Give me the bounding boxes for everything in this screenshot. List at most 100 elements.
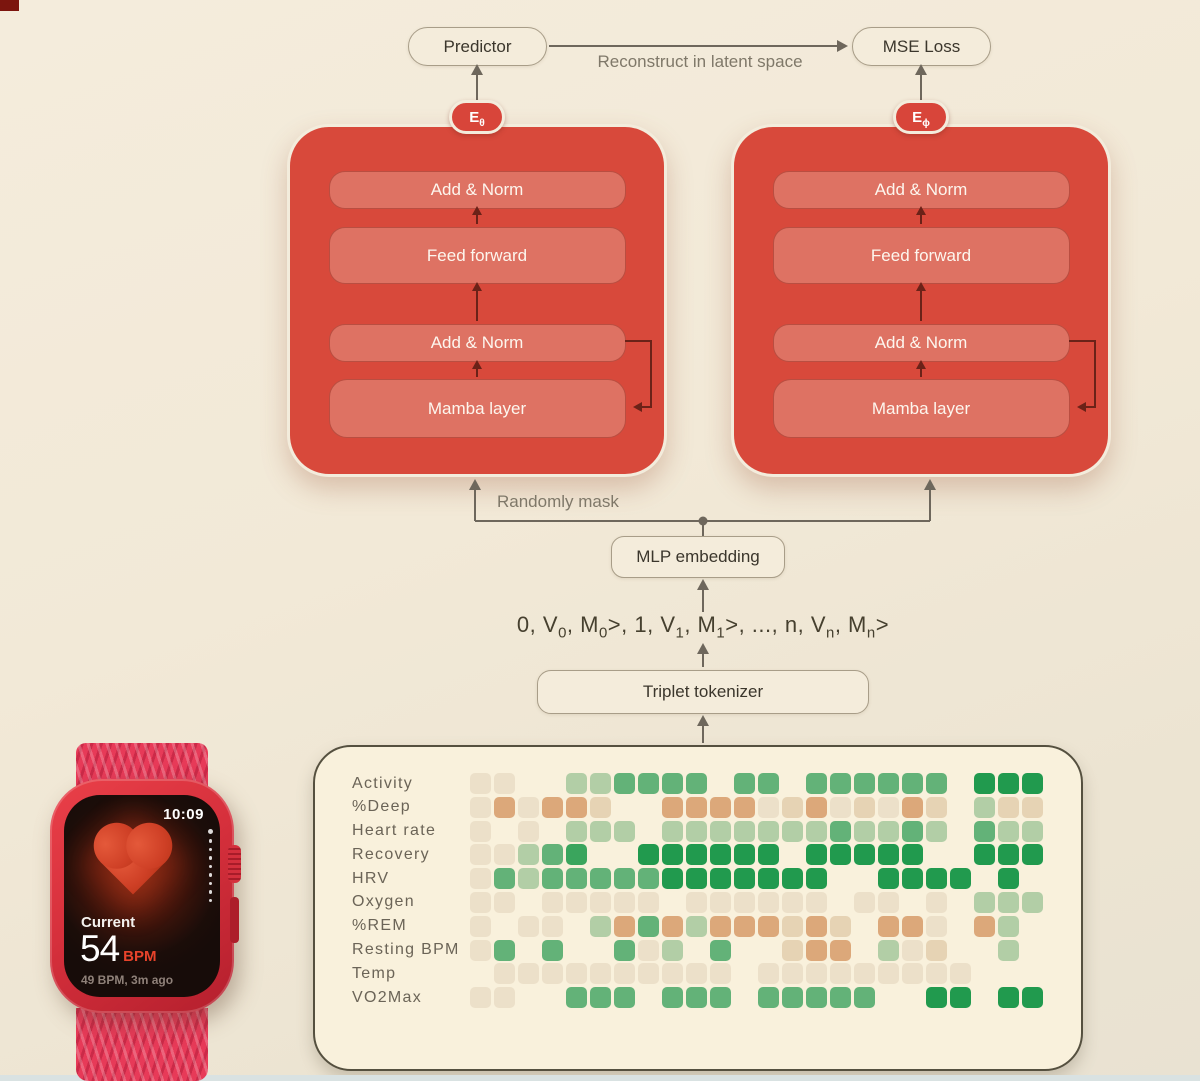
heatmap-cell	[590, 963, 611, 985]
heatmap-cell	[686, 844, 707, 866]
heatmap-cell	[662, 963, 683, 985]
heatmap-cell	[758, 987, 779, 1009]
heatmap-cell	[542, 796, 563, 818]
heatmap-cell	[566, 773, 587, 794]
heatmap-cell	[542, 963, 563, 985]
heatmap-cell	[902, 844, 923, 866]
heatmap-cell	[974, 868, 995, 889]
heatmap-cell	[902, 892, 923, 913]
heatmap-cell	[566, 868, 587, 890]
heatmap-cell	[782, 915, 803, 937]
heatmap-cell	[782, 963, 803, 985]
heatmap-cell	[686, 940, 707, 961]
heatmap-cell	[758, 844, 779, 866]
add-norm-bottom-box: Add & Norm	[772, 324, 1070, 362]
heatmap-cell	[518, 773, 539, 794]
heatmap-cell	[878, 773, 899, 794]
heatmap-cell	[1022, 773, 1043, 794]
heatmap-cell	[470, 963, 491, 984]
heatmap-cell	[638, 773, 659, 794]
heatmap-cell	[734, 963, 755, 984]
heatmap-cell	[590, 796, 611, 818]
heatmap-cell	[782, 987, 803, 1009]
heatmap-cell	[758, 915, 779, 937]
heatmap-row-label: HRV	[352, 869, 390, 887]
heatmap-cell	[686, 963, 707, 985]
heatmap-cell	[974, 963, 995, 984]
watch-app-dot	[208, 898, 213, 902]
head-mask-right	[924, 479, 936, 490]
heatmap-row: Temp	[352, 963, 1081, 985]
heatmap-cell	[1022, 916, 1043, 937]
heatmap-cell	[734, 844, 755, 866]
heatmap-cell	[470, 844, 491, 866]
heatmap-cell	[974, 940, 995, 961]
heatmap-cell	[1022, 963, 1043, 984]
heart-icon	[100, 829, 166, 895]
heatmap-cell	[470, 868, 491, 890]
heatmap-cell	[494, 916, 515, 937]
head-tokens	[697, 643, 709, 654]
heatmap-cell	[734, 773, 755, 794]
heatmap-cell	[710, 915, 731, 937]
head-pred-mse	[837, 40, 848, 52]
watch-app-dot	[208, 856, 213, 860]
mlp-embedding-label: MLP embedding	[636, 547, 760, 566]
watch-digital-crown	[228, 845, 241, 883]
heatmap-cell	[830, 987, 851, 1009]
heatmap-cell	[782, 820, 803, 842]
randomly-mask-label: Randomly mask	[497, 492, 619, 511]
heatmap-cell	[926, 915, 947, 937]
heatmap-row-label: %REM	[352, 917, 407, 935]
heatmap-cell	[638, 797, 659, 818]
heatmap-cell	[662, 892, 683, 913]
heatmap-cell	[662, 939, 683, 961]
heatmap-cell	[614, 963, 635, 985]
heatmap-cell	[566, 963, 587, 985]
heatmap-cell	[470, 987, 491, 1009]
heatmap-row-label: Resting BPM	[352, 941, 460, 959]
heatmap-cell	[902, 820, 923, 842]
add-norm-bottom-box: Add & Norm	[328, 324, 626, 362]
heatmap-cell	[590, 915, 611, 937]
heatmap-row: HRV	[352, 868, 1081, 890]
context-encoder-block: Add & Norm Feed forward Add & Norm Mamba…	[287, 124, 667, 477]
heatmap-cell	[974, 987, 995, 1008]
heatmap-cell	[878, 868, 899, 890]
heatmap-cell	[830, 868, 851, 889]
heatmap-cell	[614, 820, 635, 842]
heatmap-cell	[518, 963, 539, 985]
heatmap-cell	[638, 915, 659, 937]
heatmap-cell	[686, 987, 707, 1009]
heatmap-cell	[566, 916, 587, 937]
heatmap-cell	[590, 844, 611, 865]
heatmap-row: Recovery	[352, 844, 1081, 866]
heatmap-cell	[854, 844, 875, 866]
heatmap-cell	[878, 796, 899, 818]
watch-bpm-history: 49 BPM, 3m ago	[81, 973, 174, 987]
heatmap-cell	[1022, 891, 1043, 913]
heatmap-row-label: Activity	[352, 774, 414, 792]
heatmap-cell	[494, 987, 515, 1009]
heatmap-row-label: Recovery	[352, 845, 430, 863]
heatmap-cell	[854, 940, 875, 961]
heatmap-cell	[614, 891, 635, 913]
heatmap-cell	[566, 796, 587, 818]
heatmap-cell	[518, 892, 539, 913]
heatmap-cell	[566, 987, 587, 1009]
heatmap-cell	[710, 939, 731, 961]
heatmap-cell	[950, 868, 971, 890]
heatmap-cell	[950, 797, 971, 818]
heatmap-cell	[950, 940, 971, 961]
heatmap-cell	[686, 915, 707, 937]
heatmap-cell	[758, 963, 779, 985]
heatmap-cell	[878, 939, 899, 961]
heatmap-cell	[710, 868, 731, 890]
heatmap-cell	[1022, 987, 1043, 1009]
heatmap-row: Resting BPM	[352, 939, 1081, 961]
heatmap-cell	[854, 963, 875, 985]
heatmap-cell	[542, 939, 563, 961]
heatmap-cell	[782, 891, 803, 913]
heatmap-cell	[926, 796, 947, 818]
head-tokenizer	[697, 715, 709, 726]
